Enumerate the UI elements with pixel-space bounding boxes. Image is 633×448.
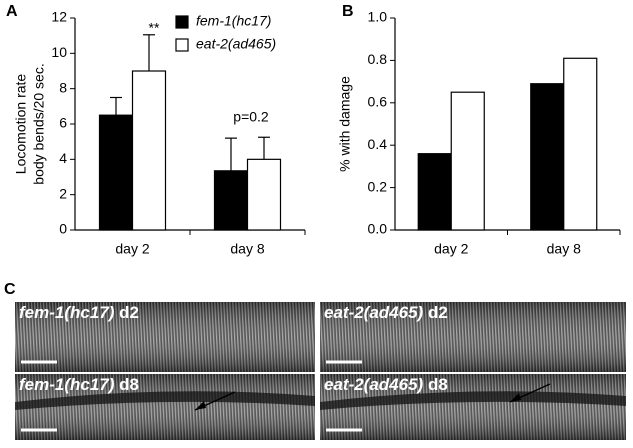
day: d2 [428,303,448,322]
bar [530,83,565,231]
panel-letter: A [6,3,18,20]
y-axis-label: Locomotion rate [13,74,29,175]
micrograph-shade [320,302,626,372]
error-bar [225,137,237,171]
strain: eat-2(ad465) [324,375,424,394]
arrow-head [195,401,206,410]
y-tick-label: 6 [59,115,67,131]
micrograph-label: fem-1(hc17) d2 [19,303,139,322]
bar [563,57,598,231]
x-tick-label: day 2 [115,241,149,257]
bar [246,158,282,231]
error-bar [110,96,122,116]
legend-swatch [175,38,189,52]
legend-label: eat-2(ad465) [196,36,276,52]
bar [417,153,452,231]
bar [213,170,249,231]
y-axis-label: % with damage [337,76,353,172]
y-tick-label: 8 [59,79,67,95]
micrograph-label: eat-2(ad465) d8 [324,375,448,394]
error-bar [258,136,270,160]
y-tick-label: 2 [59,185,67,201]
y-tick-label: 0 [59,221,67,237]
y-axis-label: body bends/20 sec. [31,63,47,184]
legend-label: fem-1(hc17) [196,13,271,29]
day: d2 [119,303,139,322]
micrograph-shade [15,374,315,440]
day: d8 [119,375,139,394]
micrograph-label: eat-2(ad465) d2 [324,303,448,322]
x-tick-label: day 2 [434,241,468,257]
y-tick-label: 12 [51,9,67,25]
y-tick-label: 0.4 [368,136,388,152]
panel-letter: C [4,281,16,298]
y-tick-label: 10 [51,44,67,60]
bar [131,70,167,231]
bar [98,114,134,231]
micrograph-shade [320,374,626,440]
micrographs: fem-1(hc17) d2 eat-2(ad465) d2fem-1(hc17)… [15,302,626,440]
strain: fem-1(hc17) [19,303,115,322]
legend-swatch [175,15,189,29]
strain: fem-1(hc17) [19,375,115,394]
dark-band [15,391,315,410]
bar [450,91,485,231]
annotation: p=0.2 [233,109,269,125]
x-tick-label: day 8 [547,241,581,257]
day: d8 [428,375,448,394]
y-tick-label: 0.0 [368,221,388,237]
dark-band [320,391,626,410]
x-tick-label: day 8 [230,241,264,257]
micrograph-shade [15,302,315,372]
strain: eat-2(ad465) [324,303,424,322]
y-tick-label: 0.2 [368,178,388,194]
arrow-head [510,393,521,402]
panel-letter: B [342,3,354,20]
micrograph-label: fem-1(hc17) d8 [19,375,139,394]
y-tick-label: 0.6 [368,94,388,110]
y-tick-label: 1.0 [368,9,388,25]
annotation: ** [149,20,160,36]
y-tick-label: 4 [59,150,67,166]
y-tick-label: 0.8 [368,51,388,67]
error-bar [143,34,155,71]
